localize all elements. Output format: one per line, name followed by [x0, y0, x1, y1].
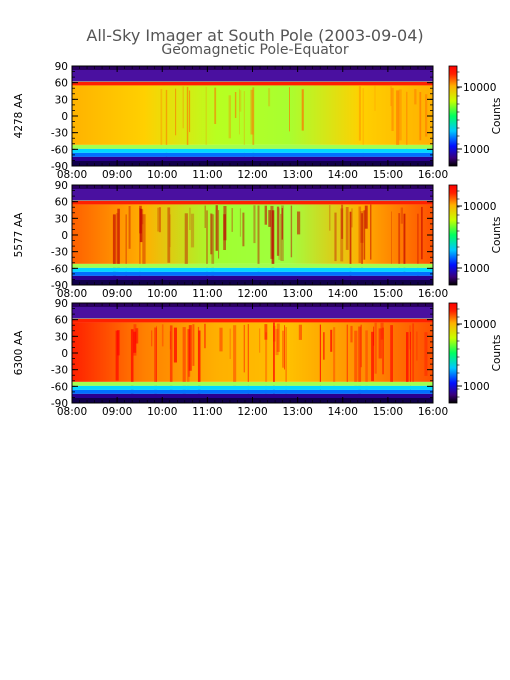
chart-title: All-Sky Imager at South Pole (2003-09-04…: [86, 26, 423, 45]
colorbar-tick-label: 1000: [463, 263, 490, 275]
x-tick-label: 14:00: [328, 406, 358, 418]
x-tick-label: 11:00: [192, 406, 222, 418]
x-tick-label: 13:00: [282, 288, 312, 300]
y-tick-label: 30: [55, 94, 68, 106]
y-axis-label: 6300 AA: [13, 330, 25, 376]
x-tick-label: 08:00: [57, 169, 87, 181]
colorbar-label: Counts: [491, 217, 503, 254]
x-tick-label: 11:00: [192, 169, 222, 181]
colorbar-label: Counts: [491, 98, 503, 135]
panel-1: 90 60 30 0 -30 -60 -90 4278 AA 08:00 09:00 10:00 11…: [13, 61, 503, 181]
colorbar-tick-label: 10000: [463, 82, 496, 94]
y-tick-label: -30: [51, 365, 68, 377]
colorbar-tick-label: 1000: [463, 144, 490, 156]
heatmap-image: [72, 303, 433, 403]
x-tick-label: 12:00: [237, 288, 267, 300]
x-tick-label: 08:00: [57, 406, 87, 418]
x-tick-label: 15:00: [373, 169, 403, 181]
y-tick-label: -60: [51, 144, 68, 156]
x-tick-label: 10:00: [147, 169, 177, 181]
y-tick-label: -60: [51, 263, 68, 275]
x-tick-label: 09:00: [102, 169, 132, 181]
y-axis-label: 5577 AA: [13, 212, 25, 258]
panel-3: 90 60 30 0 -30 -60 -90 6300 AA 08:00 09:00 10:00 11…: [13, 298, 503, 418]
y-tick-label: 0: [61, 348, 68, 360]
main-region: [72, 204, 433, 264]
colorbar: [448, 302, 458, 404]
chart-subtitle: Geomagnetic Pole-Equator: [161, 42, 348, 58]
x-tick-label: 15:00: [373, 406, 403, 418]
y-axis-label: 4278 AA: [13, 93, 25, 139]
y-tick-label: 30: [55, 213, 68, 225]
heatmap-image: [72, 185, 433, 285]
x-tick-label: 16:00: [418, 288, 448, 300]
x-tick-label: 09:00: [102, 288, 132, 300]
y-tick-label: -90: [51, 398, 68, 410]
x-tick-label: 10:00: [147, 288, 177, 300]
y-tick-label: -90: [51, 161, 68, 173]
y-tick-label: -60: [51, 381, 68, 393]
y-tick-label: 60: [55, 315, 68, 327]
x-tick-label: 12:00: [237, 406, 267, 418]
x-tick-label: 09:00: [102, 406, 132, 418]
x-tick-label: 16:00: [418, 406, 448, 418]
colorbar: [448, 65, 458, 167]
y-tick-label: 90: [55, 61, 68, 73]
y-tick-label: -90: [51, 280, 68, 292]
colorbar-tick-label: 10000: [463, 201, 496, 213]
x-tick-label: 11:00: [192, 288, 222, 300]
colorbar-label: Counts: [491, 335, 503, 372]
heatmap-image: [72, 66, 433, 166]
x-tick-label: 15:00: [373, 288, 403, 300]
y-tick-label: 0: [61, 111, 68, 123]
y-tick-label: -30: [51, 247, 68, 259]
x-tick-label: 10:00: [147, 406, 177, 418]
x-tick-label: 12:00: [237, 169, 267, 181]
colorbar-tick-label: 10000: [463, 319, 496, 331]
y-tick-label: 30: [55, 331, 68, 343]
y-tick-label: 90: [55, 298, 68, 310]
x-tick-label: 14:00: [328, 169, 358, 181]
x-tick-label: 08:00: [57, 288, 87, 300]
x-tick-label: 14:00: [328, 288, 358, 300]
y-tick-label: 0: [61, 230, 68, 242]
y-tick-label: -30: [51, 128, 68, 140]
x-tick-label: 13:00: [282, 406, 312, 418]
x-tick-label: 13:00: [282, 169, 312, 181]
x-tick-label: 16:00: [418, 169, 448, 181]
y-tick-label: 60: [55, 197, 68, 209]
y-tick-label: 90: [55, 180, 68, 192]
panels: 90 60 30 0 -30 -60 -90 4278 AA 08:00 09:00 10:00 11…: [13, 61, 503, 418]
colorbar-tick-label: 1000: [463, 381, 490, 393]
y-tick-label: 60: [55, 78, 68, 90]
colorbar: [448, 184, 458, 286]
panel-2: 90 60 30 0 -30 -60 -90 5577 AA 08:00 09:00 10:00 11…: [13, 180, 503, 300]
